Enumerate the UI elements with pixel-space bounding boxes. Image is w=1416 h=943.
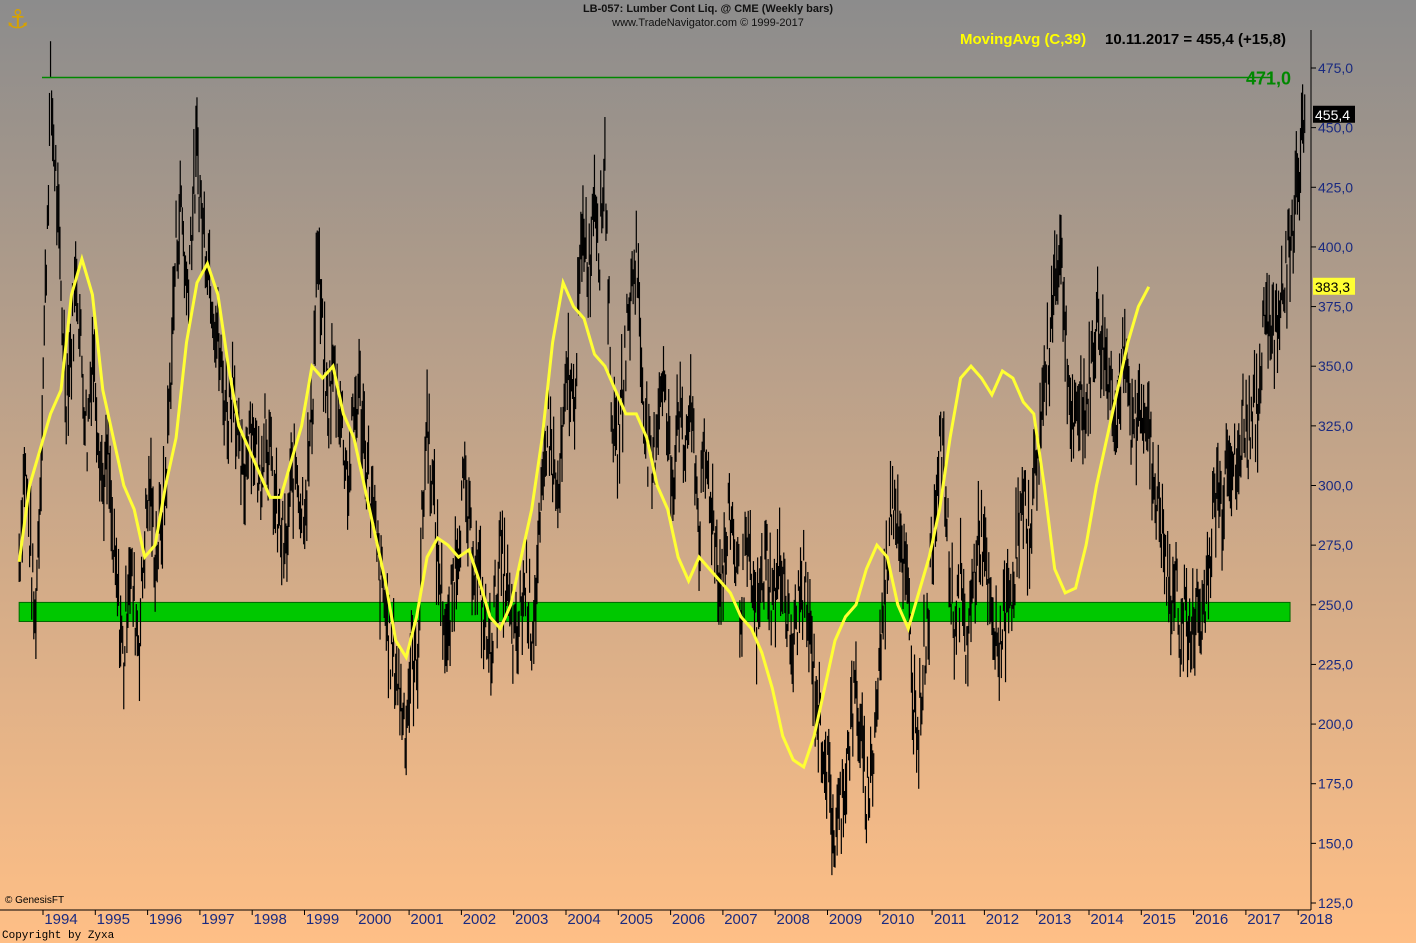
x-tick-label: 2013: [1038, 911, 1071, 928]
copyright-credit: Copyright by Zyxa: [2, 930, 115, 942]
indicator-name: MovingAvg (C,39): [960, 31, 1087, 48]
x-tick-label: 2002: [463, 911, 496, 928]
x-tick-label: 2014: [1090, 911, 1123, 928]
chart-subtitle: www.TradeNavigator.com © 1999-2017: [612, 17, 804, 29]
x-tick-label: 2005: [620, 911, 653, 928]
x-tick-label: 1999: [306, 911, 339, 928]
x-tick-label: 2017: [1247, 911, 1280, 928]
y-tick-label: 400,0: [1318, 239, 1353, 255]
x-tick-label: 2003: [515, 911, 548, 928]
last-price-box: [1313, 105, 1355, 123]
last-price-label: 455,4: [1315, 107, 1350, 123]
chart-title: LB-057: Lumber Cont Liq. @ CME (Weekly b…: [582, 3, 834, 15]
y-tick-label: 425,0: [1318, 179, 1353, 195]
x-tick-label: 2012: [986, 911, 1019, 928]
y-tick-label: 125,0: [1318, 895, 1353, 911]
y-tick-label: 150,0: [1318, 835, 1353, 851]
x-tick-label: 2001: [410, 911, 443, 928]
x-tick-label: 2010: [881, 911, 914, 928]
x-tick-label: 2008: [777, 911, 810, 928]
x-tick-label: 1997: [201, 911, 234, 928]
y-tick-label: 475,0: [1318, 60, 1353, 76]
x-tick-label: 1995: [97, 911, 130, 928]
x-tick-label: 2018: [1300, 911, 1333, 928]
last-ma-label: 383,3: [1315, 279, 1350, 295]
y-tick-label: 375,0: [1318, 299, 1353, 315]
tradenavigator-logo-icon: ⚓: [6, 5, 29, 35]
y-tick-label: 225,0: [1318, 656, 1353, 672]
x-tick-label: 2007: [724, 911, 757, 928]
y-tick-label: 350,0: [1318, 358, 1353, 374]
x-tick-label: 2016: [1195, 911, 1228, 928]
moving-average-line: [17, 253, 1151, 770]
x-tick-label: 2006: [672, 911, 705, 928]
x-tick-label: 2000: [358, 911, 391, 928]
x-tick-label: 2004: [567, 911, 600, 928]
x-tick-label: 2015: [1143, 911, 1176, 928]
x-tick-label: 2011: [934, 911, 966, 928]
y-tick-label: 450,0: [1318, 120, 1353, 136]
resistance-label: 471,0: [1246, 69, 1291, 89]
y-tick-label: 250,0: [1318, 597, 1353, 613]
y-tick-label: 275,0: [1318, 537, 1353, 553]
y-tick-label: 200,0: [1318, 716, 1353, 732]
genesis-watermark: © GenesisFT: [5, 895, 65, 906]
x-tick-label: 1996: [149, 911, 182, 928]
support-band: [18, 601, 1291, 622]
x-tick-label: 2009: [829, 911, 862, 928]
y-tick-label: 300,0: [1318, 478, 1353, 494]
y-tick-label: 175,0: [1318, 776, 1353, 792]
indicator-value: 10.11.2017 = 455,4 (+15,8): [1105, 31, 1286, 48]
x-tick-label: 1994: [44, 911, 77, 928]
last-ma-box: [1313, 277, 1355, 295]
x-tick-label: 1998: [254, 911, 287, 928]
y-tick-label: 325,0: [1318, 418, 1353, 434]
